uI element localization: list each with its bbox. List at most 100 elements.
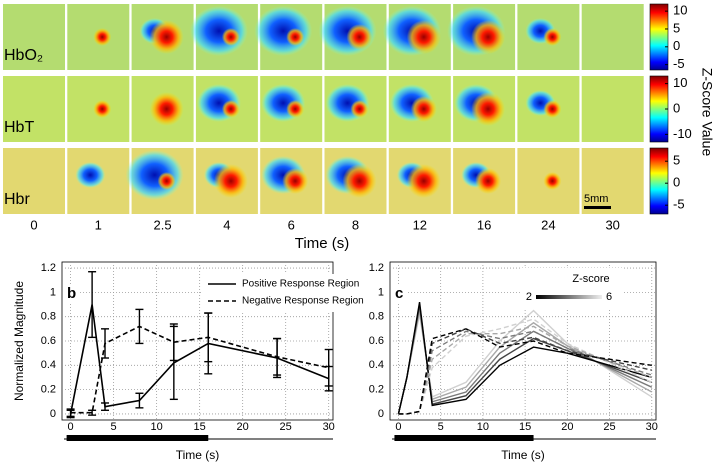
colorbar-tick-label: -10 (673, 126, 692, 141)
y-tick-label: 1.2 (369, 262, 384, 274)
heatmap-blob (406, 164, 441, 198)
colorbar-tick-label: -5 (673, 56, 685, 71)
scalebar (584, 206, 611, 209)
y-tick-label: 0.4 (369, 359, 384, 371)
colorbar-tick-label: 5 (673, 153, 680, 168)
heatmap-cell (581, 76, 644, 142)
heatmap-blob (93, 28, 112, 46)
heatmap-blob (149, 92, 184, 126)
y-tick-label: 0.6 (41, 335, 56, 347)
x-tick-label: 6 (288, 217, 295, 232)
x-tick-label: 15 (194, 421, 206, 433)
heatmap-blob (286, 100, 305, 118)
x-tick-label: 25 (603, 421, 615, 433)
heatmap-blob (406, 20, 441, 54)
y-tick-label: 0 (50, 408, 56, 420)
error-bar (88, 409, 97, 416)
colorbar-tick-label: -5 (673, 197, 685, 212)
series-line (398, 328, 652, 415)
heatmap-blob (93, 100, 112, 118)
heatmap-blob (282, 168, 309, 194)
error-bar (169, 323, 178, 362)
colorbar (536, 295, 602, 299)
x-axis-label: Time (s) (501, 448, 545, 462)
colorbar-tick-label: 0 (673, 175, 680, 190)
error-bar (135, 392, 144, 409)
colorbar (649, 3, 669, 71)
series-line (70, 325, 329, 414)
x-tick-label: 10 (151, 421, 163, 433)
x-tick-label: 30 (646, 421, 658, 433)
x-tick-label: 15 (519, 421, 531, 433)
colorbar-tick-label: 10 (673, 3, 687, 18)
error-bar (273, 337, 282, 376)
y-tick-label: 0.8 (41, 311, 56, 323)
stimulus-bar (66, 435, 209, 441)
heatmap-blob (342, 164, 377, 198)
heatmap-blob (543, 28, 562, 46)
x-tick-label: 2.5 (154, 217, 172, 232)
heatmap-blob (286, 28, 305, 46)
error-bar (101, 328, 110, 359)
y-tick-label: 1.2 (41, 262, 56, 274)
x-tick-label: 24 (541, 217, 555, 232)
panel-label: b (67, 285, 76, 302)
panel-label-box (65, 286, 79, 302)
x-tick-label: 20 (561, 421, 573, 433)
row-label: HbO₂ (4, 47, 43, 64)
legend-box (522, 268, 622, 308)
row-label: Hbr (4, 191, 30, 208)
heatmap-cell (581, 4, 644, 70)
x-tick-label: 10 (477, 421, 489, 433)
y-tick-label: 0.8 (369, 311, 384, 323)
heatmap-cell (581, 148, 644, 214)
heatmap-blob (543, 100, 562, 118)
colorbar (649, 147, 669, 215)
x-tick-label: 4 (223, 217, 230, 232)
legend-box (202, 274, 338, 312)
error-bar (66, 408, 75, 418)
colorbar-tick-label: 5 (673, 20, 680, 35)
heatmap-blob (471, 92, 506, 126)
y-tick-label: 1 (50, 286, 56, 298)
colorbar-tick-label: 0 (673, 38, 680, 53)
y-tick-label: 1 (378, 286, 384, 298)
x-axis-label: Time (s) (295, 235, 349, 252)
x-tick-label: 30 (323, 421, 335, 433)
x-tick-label: 1 (95, 217, 102, 232)
error-bar (88, 271, 97, 339)
heatmap-blob (149, 20, 184, 54)
x-tick-label: 0 (395, 421, 401, 433)
series-line (397, 301, 652, 415)
x-tick-label: 16 (477, 217, 491, 232)
scalebar-label: 5mm (584, 193, 608, 205)
heatmap-blob (189, 6, 248, 56)
error-bar (101, 402, 110, 411)
colorbar-tick-label: 6 (606, 291, 612, 303)
panel-label-box (393, 286, 407, 302)
heatmap-blob (157, 172, 176, 190)
error-bar (324, 348, 333, 387)
legend-label: Positive Response Region (242, 279, 359, 290)
error-bar (204, 312, 213, 363)
colorbar-label: Z-Score Value (699, 68, 715, 157)
colorbar-tick-label: 10 (673, 75, 687, 90)
heatmap-blob (254, 6, 313, 56)
heatmap-cell (3, 4, 65, 70)
y-axis-label: Normalized Magnitude (12, 281, 26, 401)
error-bar (135, 308, 144, 345)
row-label: HbT (4, 119, 34, 136)
x-tick-label: 0 (68, 421, 74, 433)
heatmap-blob (410, 96, 437, 122)
heatmap-blob (543, 172, 562, 190)
colorbar-tick-label: 2 (526, 291, 532, 303)
series-line (69, 304, 329, 415)
colorbar-label: Z-score (572, 273, 609, 285)
y-tick-label: 0.6 (369, 335, 384, 347)
heatmap-blob (475, 168, 502, 194)
x-tick-label: 20 (237, 421, 249, 433)
heatmap-blob (221, 100, 240, 118)
x-tick-label: 30 (605, 217, 619, 232)
heatmap-blob (471, 20, 506, 54)
